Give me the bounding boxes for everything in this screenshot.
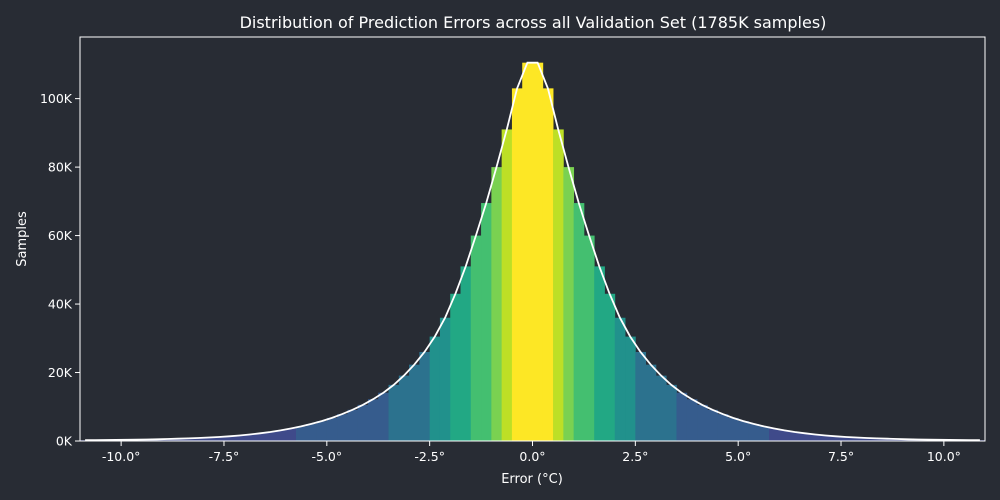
x-tick-label: -7.5° [209, 449, 240, 464]
histogram-bar [604, 293, 616, 441]
histogram-bar [378, 392, 389, 441]
histogram-bar [409, 364, 420, 441]
histogram-bar [892, 439, 904, 441]
histogram-bar [213, 436, 225, 441]
histogram-bar [573, 203, 585, 441]
histogram-bar [522, 62, 533, 441]
x-tick-label: -10.0° [102, 449, 141, 464]
histogram-bar [563, 167, 575, 442]
histogram-bar [182, 438, 194, 441]
histogram-bar [769, 428, 780, 441]
x-tick-label: 7.5° [828, 449, 854, 464]
histogram-bar [429, 336, 441, 441]
histogram-bar [285, 428, 297, 441]
x-tick-label: 10.0° [927, 449, 961, 464]
histogram-bar [583, 235, 595, 441]
histogram-bar [172, 438, 184, 441]
histogram-bar [501, 129, 513, 441]
histogram-bar [789, 431, 801, 441]
histogram-bar [779, 430, 791, 441]
x-axis-label: Error (°C) [501, 472, 563, 487]
y-tick-label: 80K [48, 160, 73, 175]
histogram-bar [635, 351, 647, 441]
density-curve [85, 61, 980, 441]
histogram-bar [871, 438, 883, 441]
histogram-bar [810, 434, 821, 441]
histogram-bar [491, 167, 503, 442]
y-tick-label: 60K [48, 228, 73, 243]
y-tick-label: 20K [48, 365, 73, 380]
chart-title: Distribution of Prediction Errors across… [240, 13, 827, 32]
y-tick-label: 100K [40, 91, 73, 106]
histogram-bar [388, 384, 400, 441]
histogram-bar [686, 399, 698, 441]
histogram-bar [707, 409, 719, 441]
histogram-bar [758, 426, 770, 441]
x-axis-ticks: -10.0° -7.5° -5.0° -2.5° 0.0° 2.5° 5.0° 7.5° 10.… [102, 441, 961, 464]
histogram-bar [666, 384, 677, 441]
histogram-bar [851, 437, 862, 441]
histogram-bar [830, 436, 842, 441]
histogram-bar [481, 203, 492, 441]
histogram-bar [295, 426, 307, 441]
y-axis-label: Samples [15, 211, 30, 267]
x-tick-label: 2.5° [622, 449, 648, 464]
histogram-bar [316, 421, 328, 441]
histogram-bar [223, 436, 235, 441]
histogram-bar [882, 438, 893, 441]
x-tick-label: -2.5° [414, 449, 445, 464]
histogram-bar [460, 266, 472, 441]
histogram-bar [511, 88, 523, 442]
histogram-bar [439, 317, 451, 441]
histogram-bar [748, 423, 760, 441]
histogram-bar [347, 409, 359, 441]
histogram-bar [357, 404, 369, 441]
histogram-bar [193, 437, 204, 441]
y-tick-label: 40K [48, 297, 73, 312]
histogram-bar [727, 417, 739, 441]
histogram-bar [594, 266, 605, 441]
histogram-bar [244, 434, 256, 441]
histogram-bar [841, 436, 852, 441]
x-tick-label: 0.0° [519, 449, 545, 464]
histogram-bars [80, 62, 986, 442]
histogram-bar [655, 375, 667, 441]
histogram-bar [275, 430, 287, 441]
x-tick-label: -5.0° [311, 449, 342, 464]
histogram-bar [337, 414, 348, 441]
histogram-bar [820, 435, 832, 441]
histogram-bar [861, 437, 873, 441]
histogram-bar [553, 129, 564, 441]
histogram-bar [234, 435, 245, 441]
histogram-bar [367, 399, 379, 441]
histogram-bar [326, 417, 338, 441]
x-tick-label: 5.0° [725, 449, 751, 464]
histogram-bar [717, 414, 729, 441]
histogram-bar [697, 404, 708, 441]
histogram-bar [542, 88, 554, 442]
histogram-bar [799, 433, 811, 441]
histogram-bar [398, 375, 410, 441]
histogram-bar [532, 62, 544, 441]
histogram-bar [470, 235, 482, 441]
histogram-bar [614, 317, 626, 441]
histogram-bar [203, 437, 215, 441]
y-axis-ticks: 0K 20K 40K 60K 80K 100K [40, 91, 80, 449]
histogram-bar [625, 336, 636, 441]
histogram-bar [254, 433, 266, 441]
histogram-bar [162, 439, 173, 441]
histogram-bar [419, 351, 431, 441]
histogram-bar [645, 364, 657, 441]
histogram-bar [265, 431, 276, 441]
histogram-bar [676, 392, 688, 441]
y-tick-label: 0K [56, 434, 73, 449]
histogram-bar [306, 423, 317, 441]
histogram-bar [738, 421, 749, 441]
histogram-bar [450, 293, 461, 441]
